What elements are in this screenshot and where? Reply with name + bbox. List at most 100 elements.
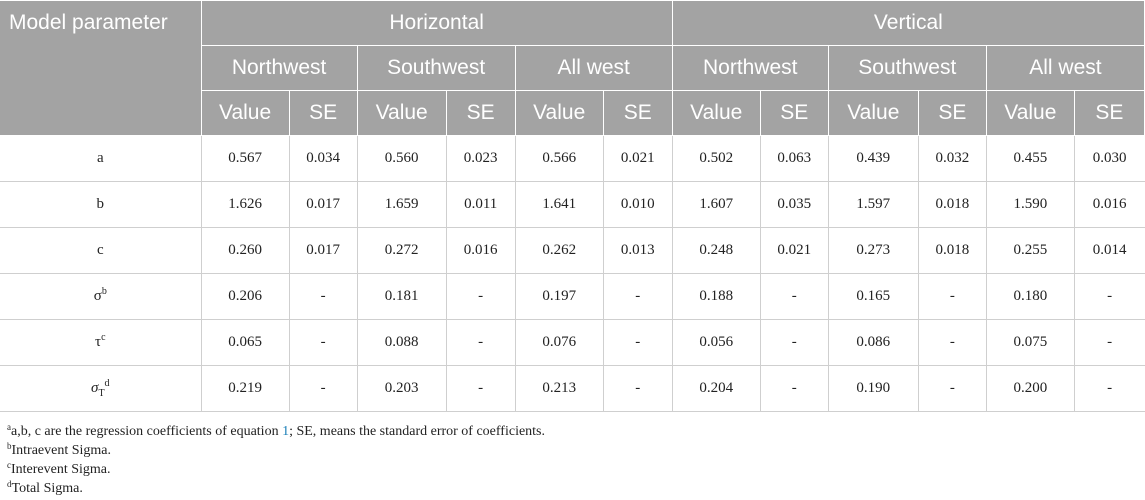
header-se: SE [602,90,673,136]
model-parameter-table: Model parameter Horizontal Vertical Nort… [0,0,1145,412]
se-cell: 0.063 [760,135,829,182]
value-cell: 0.455 [986,135,1075,182]
se-cell: - [760,319,829,366]
header-value: Value [200,90,290,136]
header-se: SE [1073,90,1145,136]
value-cell: 1.607 [672,181,761,228]
header-value: Value [514,90,604,136]
se-cell: 0.011 [446,181,516,228]
footnote-text: ; SE, means the standard error of coeffi… [289,424,546,439]
se-cell: 0.010 [603,181,673,228]
se-cell: - [446,365,516,412]
value-cell: 0.076 [515,319,604,366]
footnote-mark: d [7,479,12,489]
value-cell: 0.086 [828,319,919,366]
se-cell: - [289,365,358,412]
parameter-symbol: σ [93,288,102,304]
value-cell: 0.181 [357,273,447,320]
header-model-parameter: Model parameter [0,0,202,136]
value-cell: 0.075 [986,319,1075,366]
footnote-text: Interevent Sigma. [11,462,111,477]
se-cell: - [603,365,673,412]
table-row: c 0.260 0.017 0.272 0.016 0.262 0.013 0.248 0.02… [0,227,1145,274]
parameter-cell: c [0,227,202,274]
se-cell: 0.014 [1074,227,1145,274]
header-value: Value [356,90,447,136]
header-vertical: Vertical [671,0,1145,46]
table-body: a 0.567 0.034 0.560 0.023 0.566 0.021 0.502 0.06… [0,135,1145,412]
footnote-d: dTotal Sigma. [7,479,545,498]
parameter-cell: b [0,181,202,228]
se-cell: 0.021 [760,227,829,274]
header-se: SE [917,90,987,136]
parameter-cell: a [0,135,202,182]
parameter-symbol: σ [91,380,99,396]
value-cell: 0.180 [986,273,1075,320]
value-cell: 1.626 [201,181,290,228]
footnote-text: Intraevent Sigma. [11,443,112,458]
se-cell: - [1074,273,1145,320]
se-cell: 0.017 [289,181,358,228]
se-cell: - [918,365,987,412]
se-cell: 0.016 [1074,181,1145,228]
footnote-b: bIntraevent Sigma. [7,441,545,460]
value-cell: 0.273 [828,227,919,274]
table-row: b 1.626 0.017 1.659 0.011 1.641 0.010 1.607 0.03… [0,181,1145,228]
parameter-cell: σb [0,273,202,320]
value-cell: 0.065 [201,319,290,366]
value-cell: 0.502 [672,135,761,182]
value-cell: 0.088 [357,319,447,366]
table-footnotes: aa,b, c are the regression coefficients … [7,422,545,498]
parameter-cell: σTd [0,365,202,412]
header-vertical-all-west: All west [985,45,1145,91]
se-cell: 0.016 [446,227,516,274]
header-value: Value [827,90,919,136]
se-cell: 0.018 [918,181,987,228]
value-cell: 0.439 [828,135,919,182]
se-cell: - [1074,365,1145,412]
se-cell: - [760,365,829,412]
se-cell: - [446,273,516,320]
table-row: σb 0.206-0.181-0.197-0.188-0.165-0.180- [0,273,1145,320]
se-cell: 0.034 [289,135,358,182]
footnote-a: aa,b, c are the regression coefficients … [7,422,545,441]
header-value: Value [985,90,1075,136]
se-cell: - [446,319,516,366]
se-cell: 0.035 [760,181,829,228]
footnote-mark: a [7,422,11,432]
footnote-mark: c [7,460,11,470]
se-cell: - [918,319,987,366]
header-se: SE [445,90,516,136]
value-cell: 0.204 [672,365,761,412]
value-cell: 0.190 [828,365,919,412]
parameter-symbol: a [96,150,104,166]
value-cell: 1.641 [515,181,604,228]
se-cell: 0.018 [918,227,987,274]
se-cell: - [1074,319,1145,366]
parameter-footnote-mark: c [101,332,106,343]
value-cell: 0.203 [357,365,447,412]
se-cell: - [289,319,358,366]
value-cell: 0.219 [201,365,290,412]
table-row: σTd 0.219-0.203-0.213-0.204-0.190-0.200- [0,365,1145,412]
se-cell: - [918,273,987,320]
se-cell: 0.030 [1074,135,1145,182]
se-cell: - [603,273,673,320]
header-horizontal-all-west: All west [514,45,673,91]
equation-reference-link[interactable]: 1 [282,424,290,439]
value-cell: 0.213 [515,365,604,412]
value-cell: 0.206 [201,273,290,320]
footnote-c: cInterevent Sigma. [7,460,545,479]
value-cell: 0.566 [515,135,604,182]
parameter-footnote-mark: d [104,378,110,389]
se-cell: 0.021 [603,135,673,182]
value-cell: 0.056 [672,319,761,366]
se-cell: 0.017 [289,227,358,274]
parameter-footnote-mark: b [101,286,107,297]
se-cell: 0.013 [603,227,673,274]
parameter-symbol: b [96,196,105,212]
footnote-text: a,b, c are the regression coefficients o… [11,424,283,439]
parameter-cell: τc [0,319,202,366]
value-cell: 0.165 [828,273,919,320]
value-cell: 0.200 [986,365,1075,412]
